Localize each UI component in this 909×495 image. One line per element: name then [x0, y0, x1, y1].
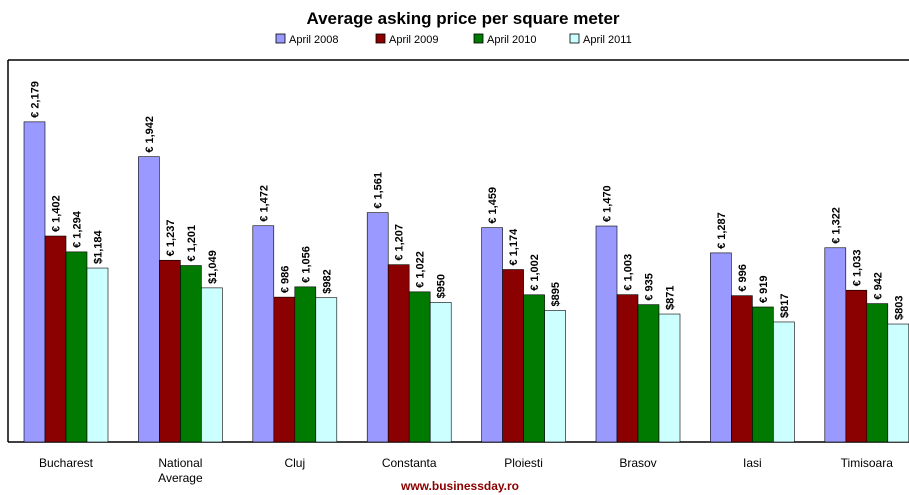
bar — [429, 302, 452, 443]
bar — [44, 235, 67, 443]
bar-value-label: € 1,033 — [851, 250, 863, 287]
bar-value-label: € 2,179 — [30, 81, 42, 118]
bar — [824, 247, 847, 443]
bar-value-label: € 1,561 — [373, 172, 385, 209]
category-label: Brasov — [619, 456, 656, 470]
bar — [294, 286, 317, 443]
bar — [523, 294, 545, 443]
bar — [86, 267, 109, 443]
bar — [637, 304, 660, 443]
legend-label-april-2008: April 2008 — [289, 34, 339, 46]
legend-label-april-2009: April 2009 — [389, 34, 439, 46]
bar-value-label: € 1,287 — [716, 212, 728, 249]
bar-value-label: € 919 — [758, 275, 770, 303]
bar — [159, 259, 181, 443]
category-label: Cluj — [284, 456, 305, 470]
bar — [366, 212, 389, 443]
bar-value-label: € 1,003 — [623, 254, 635, 291]
bar-value-label: $950 — [436, 274, 448, 298]
bar — [273, 296, 296, 443]
bar — [731, 295, 753, 443]
category-label: Bucharest — [39, 456, 94, 470]
category-label: Ploiesti — [504, 456, 543, 470]
bar — [201, 287, 223, 443]
bar-value-label: $1,049 — [207, 250, 219, 284]
bar — [658, 313, 681, 443]
bar — [845, 289, 868, 443]
bar — [65, 251, 88, 443]
legend-swatch-april-2009 — [375, 33, 386, 44]
bar-value-label: $895 — [550, 282, 562, 306]
bar — [595, 225, 618, 443]
bar-value-label: € 1,459 — [487, 187, 499, 224]
bar-value-label: € 1,322 — [830, 207, 842, 244]
bar — [408, 291, 431, 443]
category-label: National — [158, 456, 202, 470]
category-label: Timisoara — [841, 456, 894, 470]
category-label: Average — [158, 471, 203, 485]
bar-value-label: € 1,402 — [51, 195, 63, 232]
bar — [180, 265, 202, 443]
bar — [23, 121, 46, 443]
bar — [773, 321, 795, 443]
bar — [866, 303, 889, 443]
bar-value-label: € 1,294 — [72, 210, 84, 248]
bar — [315, 297, 338, 443]
bar-value-label: € 1,201 — [186, 225, 198, 262]
bar — [710, 252, 732, 443]
bar-value-label: € 1,942 — [144, 116, 156, 153]
chart-title: Average asking price per square meter — [306, 9, 619, 28]
legend-swatch-april-2008 — [275, 33, 286, 44]
bar-value-label: € 1,174 — [508, 228, 520, 266]
bar-value-label: € 996 — [737, 264, 749, 292]
value-labels-group: € 2,179 € 1,402 € 1,294 $1,184 € 1,942 € 1,23… — [30, 81, 906, 320]
bar-value-label: $803 — [893, 296, 905, 320]
legend-label-april-2011: April 2011 — [583, 34, 632, 46]
bar — [252, 225, 275, 443]
legend-swatch-april-2010 — [473, 33, 484, 44]
bar-value-label: € 1,002 — [529, 254, 541, 291]
bars-group — [23, 121, 909, 443]
category-label: Constanta — [382, 456, 437, 470]
bar — [387, 264, 410, 443]
legend-swatch-april-2011 — [569, 33, 580, 44]
bar — [138, 156, 160, 443]
bar-value-label: € 935 — [644, 273, 656, 301]
legend: April 2008 April 2009 April 2010 April 2011 — [275, 33, 632, 46]
bar — [616, 294, 639, 443]
bar-value-label: € 942 — [872, 272, 884, 300]
bar — [752, 306, 774, 443]
bar-value-label: € 1,022 — [415, 251, 427, 288]
bar-value-label: $1,184 — [93, 230, 105, 265]
legend-label-april-2010: April 2010 — [487, 34, 537, 46]
category-label: Iasi — [743, 456, 762, 470]
bar-value-label: € 1,472 — [258, 185, 270, 222]
bar-value-label: € 1,237 — [165, 220, 177, 257]
bar — [502, 269, 524, 443]
bar-value-label: $817 — [779, 293, 791, 317]
bar-value-label: € 1,207 — [394, 224, 406, 261]
bar-value-label: € 986 — [279, 266, 291, 294]
bar-value-label: $871 — [665, 286, 677, 310]
bar — [544, 310, 566, 443]
bar — [481, 227, 503, 443]
bar — [887, 323, 909, 443]
bar-value-label: $982 — [321, 269, 333, 293]
bar-value-label: € 1,056 — [300, 246, 312, 283]
footer-source-text: www.businessday.ro — [400, 479, 519, 493]
bar-value-label: € 1,470 — [602, 185, 614, 222]
